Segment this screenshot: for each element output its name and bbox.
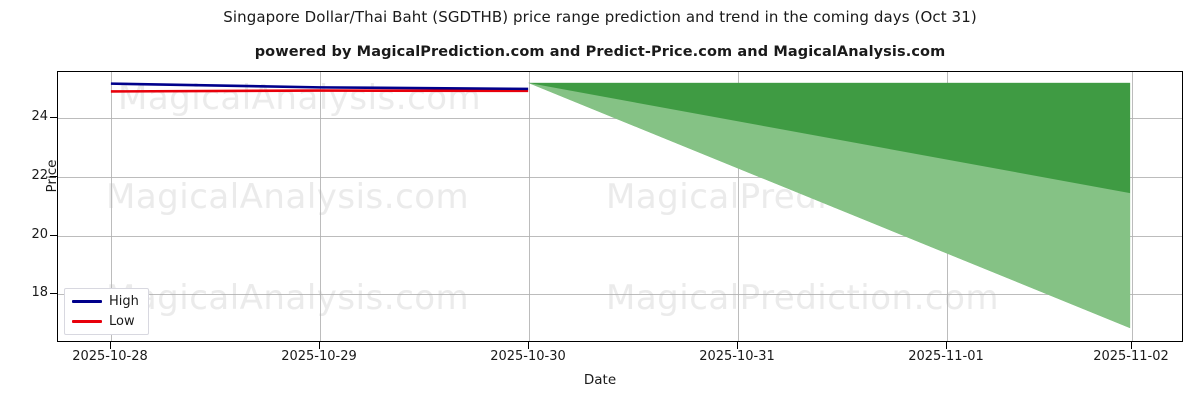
- x-tick-mark-3: [737, 342, 739, 349]
- gridline-horizontal: [58, 294, 1182, 295]
- series-layer: [110, 82, 1131, 329]
- x-tick-label-1: 2025-10-29: [281, 349, 357, 364]
- x-tick-mark-5: [1131, 342, 1133, 349]
- y-tick-mark-24: [50, 117, 57, 119]
- chart-subtitle: powered by MagicalPrediction.com and Pre…: [254, 44, 946, 60]
- high-price-line: [110, 82, 529, 91]
- legend-swatch-high-icon: [72, 300, 102, 303]
- y-tick-label-24: 24: [31, 109, 48, 124]
- y-tick-label-18: 18: [31, 285, 48, 300]
- legend-label-low: Low: [109, 314, 135, 329]
- chart-title: Singapore Dollar/Thai Baht (SGDTHB) pric…: [223, 8, 977, 26]
- x-tick-label-0: 2025-10-28: [72, 349, 148, 364]
- y-tick-mark-22: [50, 176, 57, 178]
- x-tick-label-4: 2025-11-01: [908, 349, 984, 364]
- y-tick-mark-20: [50, 235, 57, 237]
- x-tick-label-5: 2025-11-02: [1093, 349, 1169, 364]
- y-tick-label-22: 22: [31, 168, 48, 183]
- x-tick-mark-1: [319, 342, 321, 349]
- gridline-vertical: [529, 72, 530, 341]
- x-tick-mark-2: [528, 342, 530, 349]
- chart-legend: High Low: [64, 288, 149, 335]
- x-tick-mark-4: [946, 342, 948, 349]
- y-tick-mark-18: [50, 293, 57, 295]
- x-tick-label-3: 2025-10-31: [699, 349, 775, 364]
- legend-label-high: High: [109, 294, 139, 309]
- x-axis-title: Date: [583, 372, 617, 388]
- x-tick-label-2: 2025-10-30: [490, 349, 566, 364]
- low-price-line: [110, 89, 529, 93]
- legend-item-low: Low: [72, 314, 139, 329]
- legend-swatch-low-icon: [72, 320, 102, 323]
- forecast-band-outer-fill: [528, 82, 1131, 329]
- gridline-vertical: [111, 72, 112, 341]
- gridline-vertical: [320, 72, 321, 341]
- plot-area: MagicalAnalysis.com MagicalPrediction.co…: [57, 71, 1183, 342]
- gridline-vertical: [1132, 72, 1133, 341]
- gridline-horizontal: [58, 177, 1182, 178]
- gridline-horizontal: [58, 236, 1182, 237]
- y-tick-label-20: 20: [31, 227, 48, 242]
- legend-item-high: High: [72, 294, 139, 309]
- x-tick-mark-0: [110, 342, 112, 349]
- gridline-vertical: [738, 72, 739, 341]
